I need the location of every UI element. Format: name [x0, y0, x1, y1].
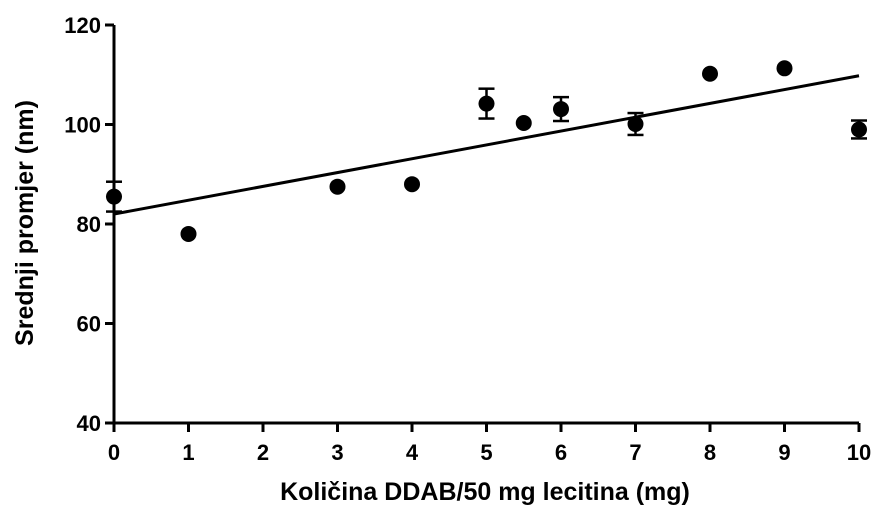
data-points: [106, 60, 867, 242]
y-tick-label: 120: [64, 13, 101, 38]
axes: [112, 25, 859, 425]
x-tick-label: 3: [331, 440, 343, 465]
data-point: [776, 60, 793, 77]
fit-line: [113, 74, 860, 216]
y-tick-label: 80: [77, 212, 101, 237]
x-tick-label: 9: [778, 440, 790, 465]
x-tick-label: 5: [480, 440, 492, 465]
data-point: [627, 116, 644, 133]
x-tick-label: 0: [108, 440, 120, 465]
x-tick-label: 7: [629, 440, 641, 465]
x-tick-label: 10: [847, 440, 871, 465]
fit-line-group: [113, 74, 860, 216]
data-point: [702, 65, 718, 82]
data-point: [106, 188, 122, 205]
data-point: [478, 95, 495, 112]
data-point: [180, 225, 197, 242]
data-point: [553, 101, 569, 118]
data-point: [329, 178, 346, 195]
x-axis-title: Količina DDAB/50 mg lecitina (mg): [280, 478, 690, 506]
data-point: [515, 115, 532, 132]
data-point: [851, 121, 867, 138]
data-point: [404, 176, 420, 193]
x-tick-label: 8: [704, 440, 716, 465]
x-tick-label: 2: [257, 440, 269, 465]
x-tick-label: 4: [406, 440, 419, 465]
ticks: 40 60 80 100 120 0 1 2 3 4 5 6 7 8 9 10: [64, 13, 871, 465]
y-tick-label: 60: [77, 312, 101, 337]
x-tick-label: 6: [555, 440, 567, 465]
y-axis-title: Srednji promjer (nm): [11, 100, 39, 346]
y-tick-label: 100: [64, 113, 101, 138]
x-tick-label: 1: [182, 440, 194, 465]
y-tick-label: 40: [77, 411, 101, 436]
